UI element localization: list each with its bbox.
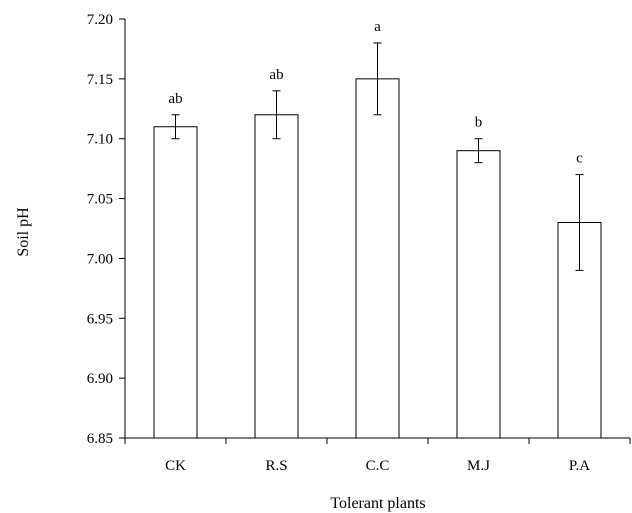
y-tick-label: 7.00 (87, 251, 113, 267)
x-category-label: R.S (265, 458, 287, 474)
x-category-label: C.C (366, 458, 390, 474)
y-tick-label: 7.20 (87, 12, 113, 28)
significance-label: c (576, 151, 583, 167)
y-axis-ticks: 6.85 6.90 6.95 7.00 7.05 7.10 7.15 7.20 (87, 12, 125, 447)
bar (153, 126, 198, 439)
bar (456, 150, 501, 439)
y-tick-label: 7.05 (87, 192, 113, 208)
bars (153, 78, 602, 439)
significance-label: ab (269, 67, 283, 83)
y-axis-title: Soil pH (15, 207, 32, 257)
x-axis-title: Tolerant plants (330, 495, 425, 512)
y-tick-label: 6.95 (87, 311, 113, 327)
y-tick-label: 6.85 (87, 431, 113, 447)
error-bars (171, 42, 584, 271)
x-category-label: M.J (467, 458, 490, 474)
x-axis-ticks: CK R.S C.C M.J P.A (124, 438, 631, 474)
bar (355, 78, 400, 439)
y-tick-label: 7.15 (87, 72, 113, 88)
bar (254, 114, 299, 439)
significance-label: a (374, 19, 381, 35)
y-tick-label: 6.90 (87, 371, 113, 387)
significance-label: b (475, 115, 483, 131)
x-category-label: CK (165, 458, 186, 474)
y-tick-label: 7.10 (87, 132, 113, 148)
significance-label: ab (168, 91, 182, 107)
x-category-label: P.A (569, 458, 590, 474)
